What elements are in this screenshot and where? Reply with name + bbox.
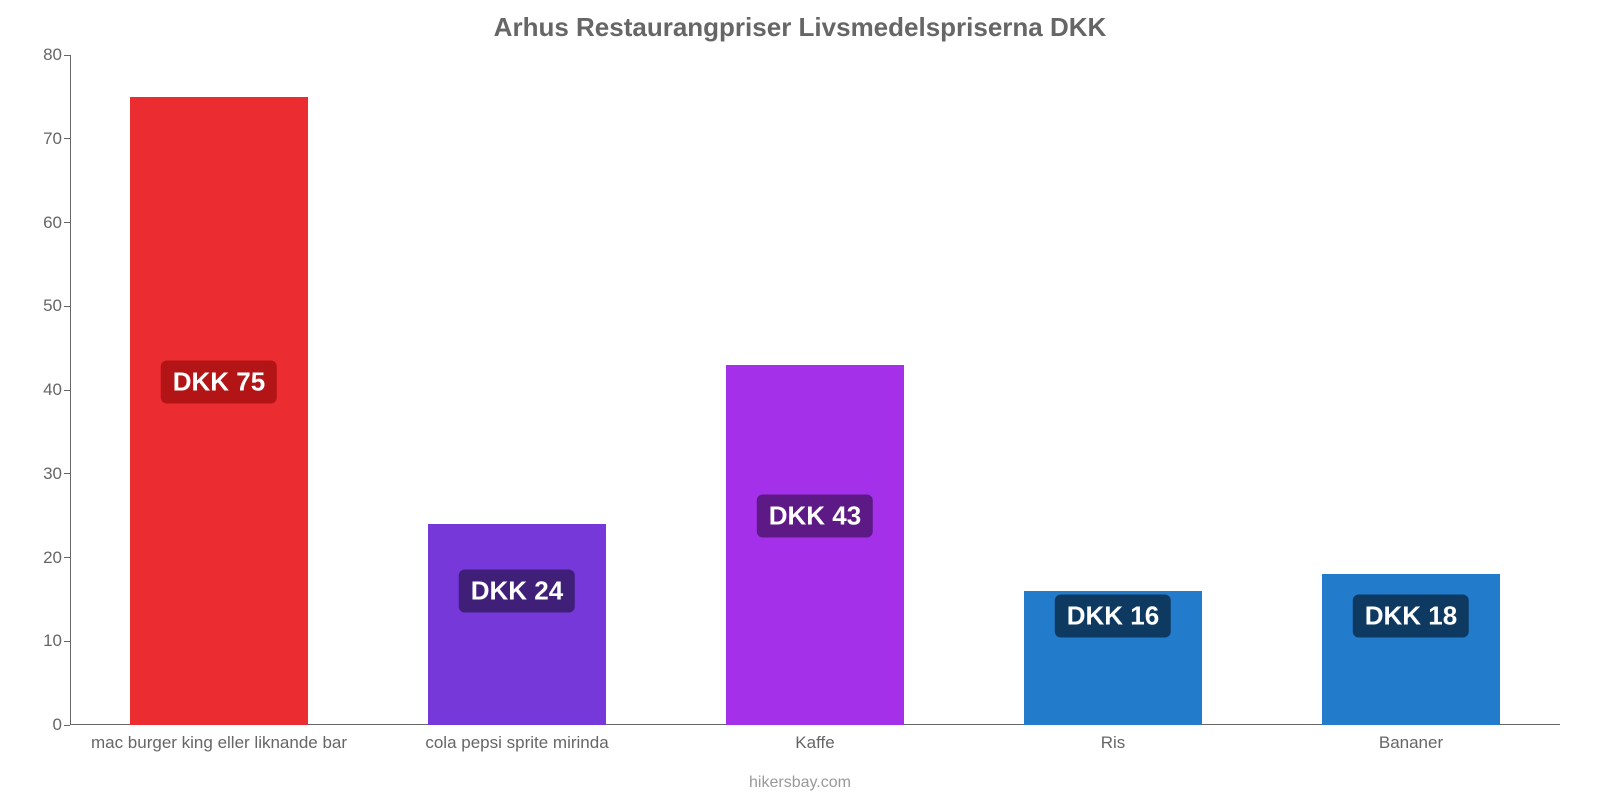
value-badge: DKK 75 <box>161 360 277 403</box>
y-tick-mark <box>64 641 70 642</box>
bar <box>428 524 607 725</box>
y-tick-mark <box>64 306 70 307</box>
y-tick-mark <box>64 390 70 391</box>
y-tick-mark <box>64 557 70 558</box>
bar <box>130 97 309 725</box>
y-tick-mark <box>64 222 70 223</box>
y-tick-label: 0 <box>53 715 62 735</box>
y-tick-label: 10 <box>43 631 62 651</box>
attribution-text: hikersbay.com <box>0 774 1600 792</box>
y-axis-line <box>70 55 71 725</box>
y-tick-label: 40 <box>43 380 62 400</box>
x-axis-label: cola pepsi sprite mirinda <box>425 733 608 753</box>
value-badge: DKK 16 <box>1055 595 1171 638</box>
y-tick-label: 70 <box>43 129 62 149</box>
y-tick-mark <box>64 55 70 56</box>
y-tick-label: 60 <box>43 213 62 233</box>
price-bar-chart: Arhus Restaurangpriser Livsmedelsprisern… <box>0 0 1600 800</box>
y-tick-label: 80 <box>43 45 62 65</box>
value-badge: DKK 18 <box>1353 595 1469 638</box>
y-tick-label: 50 <box>43 296 62 316</box>
chart-title: Arhus Restaurangpriser Livsmedelsprisern… <box>0 12 1600 43</box>
y-tick-mark <box>64 473 70 474</box>
plot-area: 01020304050607080mac burger king eller l… <box>70 55 1560 725</box>
y-tick-mark <box>64 725 70 726</box>
x-axis-label: mac burger king eller liknande bar <box>91 733 347 753</box>
y-tick-label: 20 <box>43 548 62 568</box>
value-badge: DKK 43 <box>757 494 873 537</box>
x-axis-label: Bananer <box>1379 733 1443 753</box>
y-tick-label: 30 <box>43 464 62 484</box>
y-tick-mark <box>64 138 70 139</box>
bar <box>726 365 905 725</box>
x-axis-label: Ris <box>1101 733 1126 753</box>
x-axis-label: Kaffe <box>795 733 834 753</box>
value-badge: DKK 24 <box>459 570 575 613</box>
